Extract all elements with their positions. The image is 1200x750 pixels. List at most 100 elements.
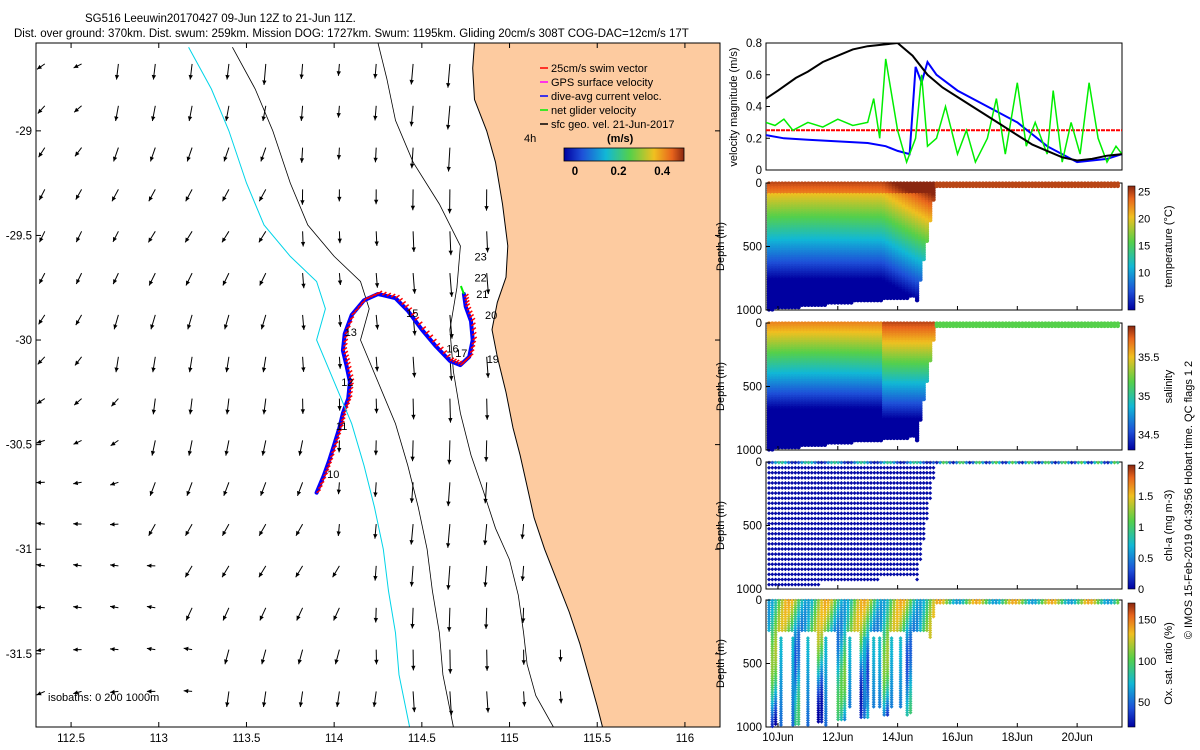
- swim-vector: [346, 365, 352, 370]
- vector-arrow: [558, 649, 563, 662]
- swim-vector: [467, 310, 473, 315]
- map-colorbar-ticks: 0 0.2 0.4: [572, 166, 671, 178]
- vector-arrow: [39, 231, 46, 243]
- vector-arrow: [149, 482, 156, 496]
- vector-arrow: [151, 356, 156, 373]
- vector-arrow: [73, 563, 82, 568]
- vector-arrow: [337, 273, 343, 286]
- data-point: [816, 302, 821, 307]
- map-colorbar: [563, 147, 685, 162]
- section-profiles: [766, 181, 1121, 312]
- swim-vector: [421, 326, 427, 331]
- vector-arrow: [110, 563, 119, 568]
- data-point: [809, 302, 814, 307]
- legend-item: GPS surface velocity: [540, 77, 654, 89]
- swim-vector: [466, 306, 472, 311]
- x-tick-label: 115.5: [583, 733, 611, 745]
- vector-arrow: [410, 440, 415, 462]
- vector-arrow: [150, 440, 156, 456]
- vector-arrow: [114, 105, 119, 122]
- vector-arrow: [149, 147, 156, 162]
- vector-arrow: [151, 63, 157, 80]
- data-point: [835, 300, 841, 305]
- vector-arrow: [184, 565, 193, 578]
- data-point: [803, 302, 808, 307]
- vector-arrow: [259, 607, 267, 621]
- vector-arrow: [184, 231, 193, 243]
- isobath-cyan: [188, 46, 411, 727]
- vector-arrow: [146, 689, 156, 694]
- vector-arrow: [261, 356, 267, 373]
- data-point: [842, 300, 847, 305]
- vector-arrow: [409, 105, 414, 127]
- vector-arrow: [36, 648, 45, 653]
- legend-label: 25cm/s swim vector: [551, 63, 648, 75]
- swim-vector: [333, 441, 339, 446]
- x-tick-label: 112.5: [57, 733, 85, 745]
- data-point: [783, 304, 788, 310]
- vector-arrow: [148, 523, 156, 537]
- swim-vector: [349, 316, 355, 321]
- colorbar-tick-label: 0: [572, 166, 578, 178]
- day-label: 20: [485, 310, 497, 322]
- swim-vector-marks: [316, 285, 478, 494]
- swim-vector: [341, 413, 347, 418]
- swim-vector: [354, 307, 360, 312]
- vector-arrow: [111, 398, 119, 407]
- vector-arrow: [73, 480, 82, 486]
- vector-arrow: [373, 482, 378, 497]
- swim-vector: [332, 445, 338, 450]
- vector-arrow: [225, 356, 230, 373]
- vector-arrow: [258, 231, 267, 243]
- y-tick-label: 0: [756, 165, 762, 177]
- swim-vector: [351, 311, 357, 316]
- data-point: [924, 238, 930, 243]
- swim-vector: [321, 476, 327, 481]
- swim-vector: [345, 402, 351, 407]
- vector-arrow: [221, 231, 230, 243]
- legend-item: dive-avg current veloc.: [540, 91, 662, 103]
- vector-arrow: [38, 272, 46, 284]
- vector-arrow: [299, 105, 304, 121]
- data-point: [868, 298, 874, 303]
- vector-arrow: [372, 691, 377, 708]
- vector-arrow: [300, 398, 305, 414]
- vector-arrow: [261, 440, 267, 456]
- swim-vector: [401, 300, 407, 306]
- vector-arrow: [298, 691, 304, 708]
- isobath-coast: [472, 43, 603, 727]
- swim-vector: [363, 296, 369, 301]
- swim-vector: [348, 390, 354, 395]
- map-legend: 25cm/s swim vector GPS surface velocity …: [524, 63, 685, 178]
- swim-vector: [357, 304, 363, 309]
- day-label: 21: [476, 289, 488, 301]
- vector-arrow: [336, 105, 341, 118]
- vector-arrow: [36, 563, 45, 568]
- vector-arrow: [337, 398, 342, 411]
- data-point: [914, 298, 920, 303]
- vector-arrow: [188, 398, 193, 415]
- vector-arrow: [73, 439, 82, 445]
- vector-arrow: [337, 356, 343, 369]
- y-tick-label: 0.4: [746, 102, 763, 114]
- vector-arrow: [409, 565, 414, 587]
- vector-arrow: [446, 105, 451, 130]
- vector-arrow: [485, 356, 490, 378]
- vector-arrow: [110, 439, 119, 447]
- data-point: [865, 298, 870, 303]
- vector-arrow: [332, 565, 340, 578]
- swim-vector: [335, 436, 340, 441]
- current-vector-field: [36, 63, 563, 716]
- swim-vector: [465, 303, 471, 308]
- swim-vector: [469, 313, 475, 319]
- swim-vector: [367, 295, 372, 300]
- swim-vector: [329, 453, 335, 458]
- swim-vector: [348, 386, 354, 391]
- swim-vector: [319, 480, 325, 485]
- x-tick-label: 114: [325, 733, 344, 745]
- swim-vector: [316, 489, 322, 494]
- swim-vector: [386, 292, 392, 297]
- vector-arrow: [112, 231, 119, 243]
